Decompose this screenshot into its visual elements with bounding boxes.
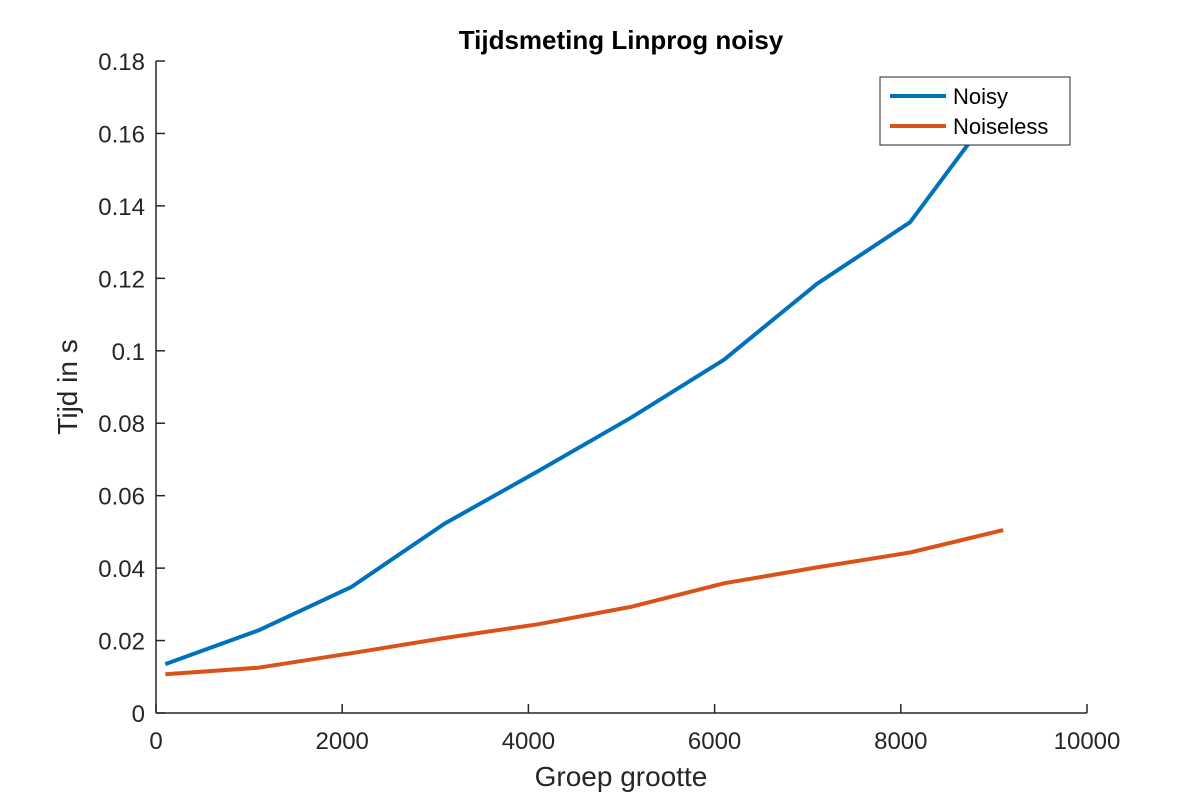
legend-box xyxy=(879,76,1071,146)
y-tick-label: 0.1 xyxy=(112,339,145,366)
y-tick-label: 0.14 xyxy=(98,194,145,221)
x-tick-label: 8000 xyxy=(874,728,927,755)
legend-label-noiseless: Noiseless xyxy=(953,114,1048,139)
y-axis-label: Tijd in s xyxy=(52,339,83,434)
y-tick-label: 0.12 xyxy=(98,266,145,293)
x-tick-label: 4000 xyxy=(502,728,555,755)
legend-label-noisy: Noisy xyxy=(953,84,1008,109)
x-tick-label: 0 xyxy=(149,728,162,755)
y-tick-label: 0.06 xyxy=(98,484,145,511)
y-tick-label: 0.18 xyxy=(98,49,145,76)
legend: Noisy Noiseless xyxy=(879,76,1071,146)
chart-title: Tijdsmeting Linprog noisy xyxy=(459,25,784,55)
x-axis-label: Groep grootte xyxy=(535,761,708,792)
series-layer xyxy=(164,96,1005,677)
y-tick-label: 0.08 xyxy=(98,411,145,438)
x-tick-label: 2000 xyxy=(316,728,369,755)
series-line-noisy xyxy=(164,96,1005,666)
y-tick-label: 0.02 xyxy=(98,629,145,656)
series-line-noiseless xyxy=(165,528,1004,677)
x-tick-label: 6000 xyxy=(688,728,741,755)
axes-layer: 0 2000 4000 6000 8000 10000 0 0.02 0.04 0.06 0.08 0… xyxy=(98,49,1120,755)
x-tick-label: 10000 xyxy=(1054,728,1121,755)
y-tick-label: 0.04 xyxy=(98,556,145,583)
y-tick-label: 0.16 xyxy=(98,121,145,148)
y-tick-label: 0 xyxy=(132,701,145,728)
